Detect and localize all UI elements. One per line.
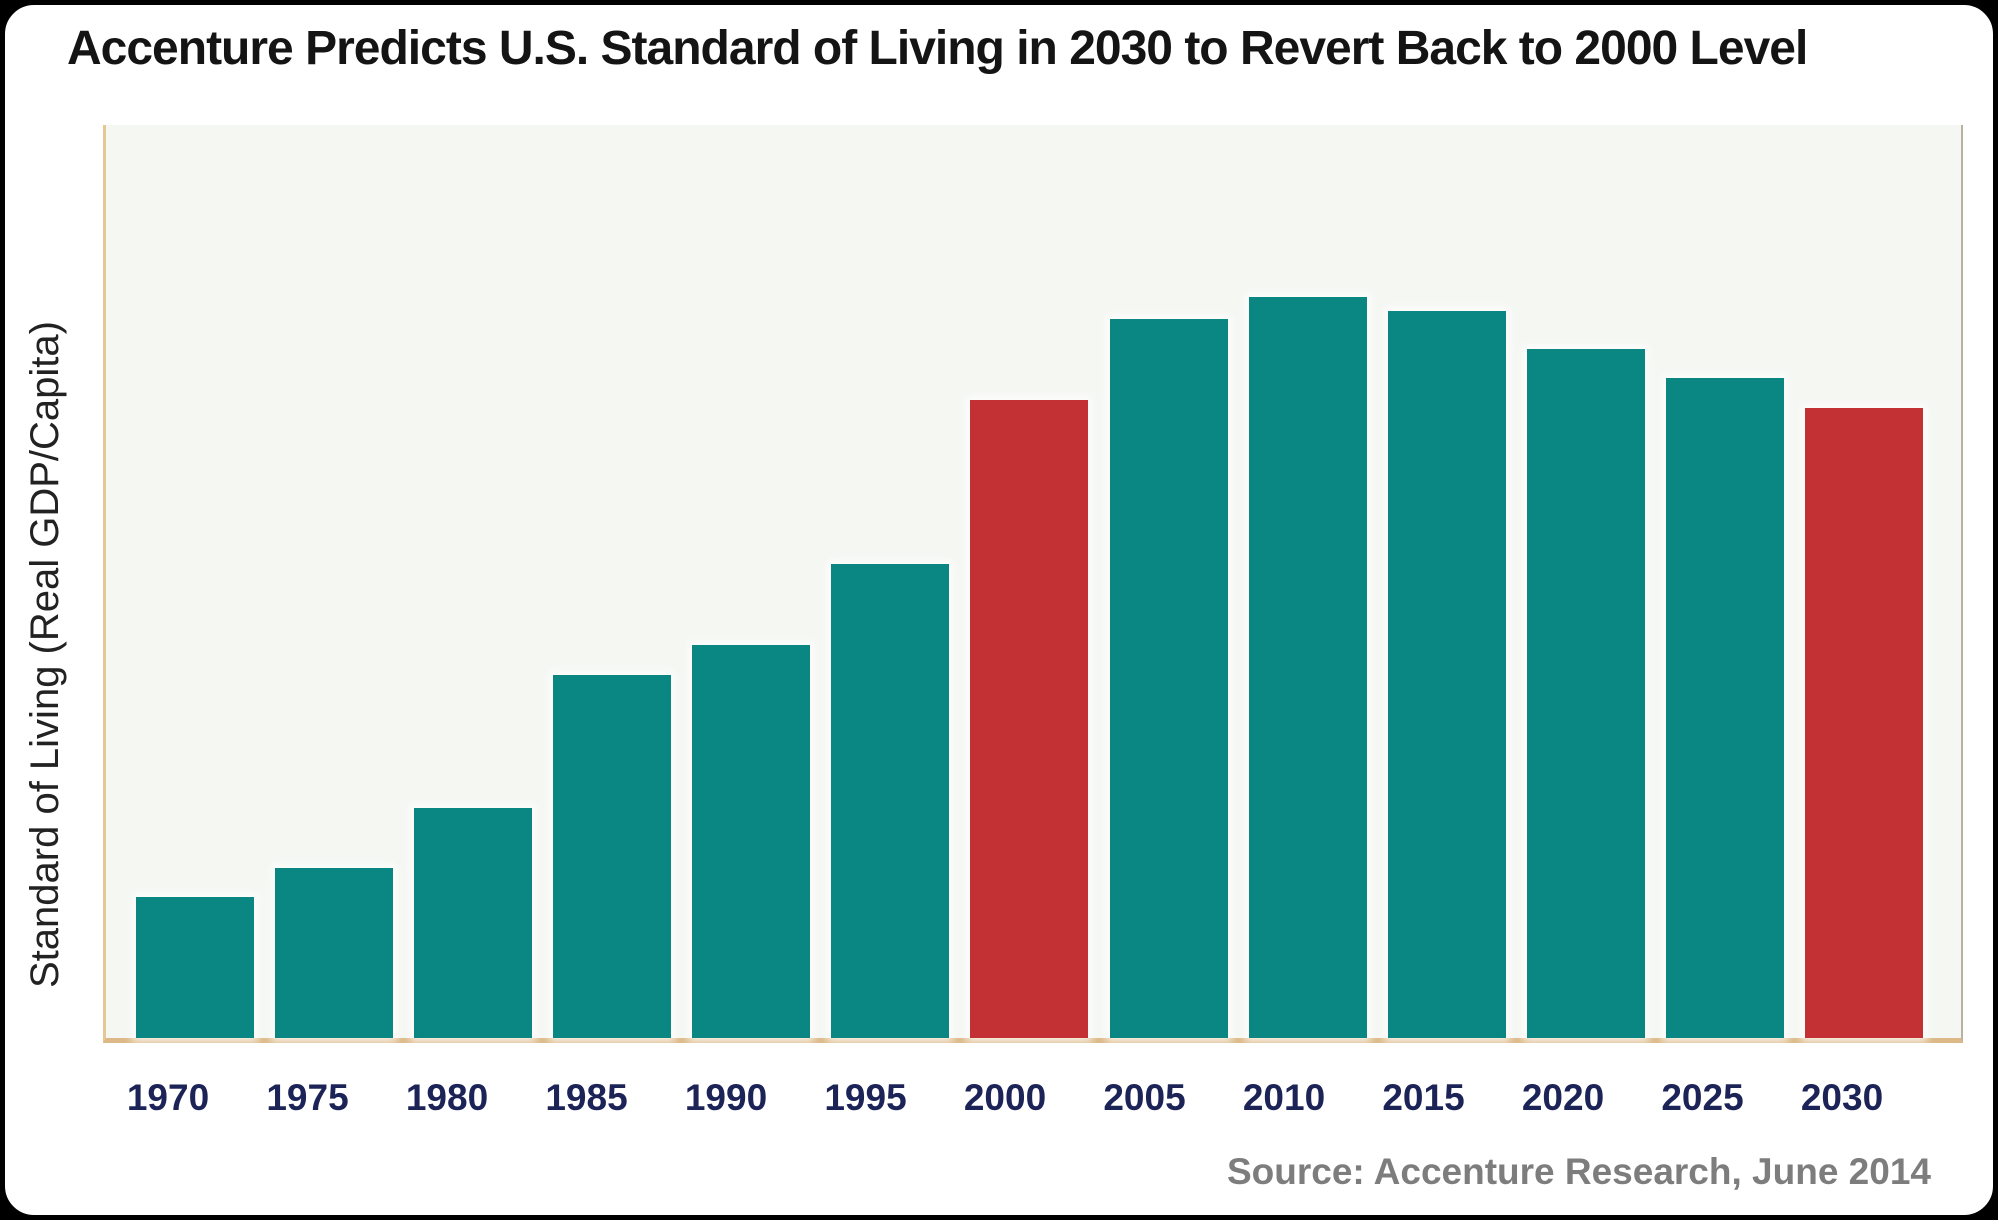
bar-1975 — [275, 867, 394, 1038]
x-axis-labels: 1970 1975 1980 1985 1990 1995 2000 2005 2010 2015… — [79, 1077, 1939, 1119]
y-axis-label-wrap: Standard of Living (Real GDP/Capita) — [15, 125, 75, 1043]
bar-1985 — [553, 674, 672, 1038]
plot-area — [103, 125, 1963, 1043]
x-tick-1995: 1995 — [824, 1077, 907, 1118]
bar-1990 — [692, 645, 811, 1038]
x-tick-2005: 2005 — [1103, 1077, 1186, 1118]
bar-1995 — [831, 563, 950, 1038]
x-tick-1990: 1990 — [684, 1077, 768, 1118]
x-tick-1970: 1970 — [126, 1077, 210, 1118]
bar-1970 — [136, 897, 254, 1038]
bars-container — [106, 125, 1961, 1038]
x-tick-1975: 1975 — [266, 1077, 349, 1118]
x-tick-2030: 2030 — [1800, 1077, 1884, 1118]
x-tick-1985: 1985 — [545, 1077, 628, 1118]
x-tick-2025: 2025 — [1661, 1077, 1744, 1118]
bar-2030 — [1804, 407, 1923, 1038]
y-axis-label: Standard of Living (Real GDP/Capita) — [22, 320, 67, 988]
bar-2015 — [1387, 311, 1506, 1038]
bar-2010 — [1248, 296, 1367, 1038]
bar-2000 — [970, 400, 1089, 1038]
x-tick-2020: 2020 — [1521, 1077, 1605, 1118]
source-note: Source: Accenture Research, June 2014 — [1226, 1151, 1931, 1192]
x-tick-2015: 2015 — [1382, 1077, 1465, 1118]
x-tick-1980: 1980 — [405, 1077, 489, 1118]
bar-2025 — [1665, 378, 1784, 1038]
chart-title: Accenture Predicts U.S. Standard of Livi… — [67, 22, 1808, 75]
x-tick-2010: 2010 — [1242, 1077, 1326, 1118]
bar-2005 — [1109, 318, 1228, 1038]
bar-1980 — [414, 808, 533, 1038]
bar-2020 — [1526, 348, 1645, 1038]
x-tick-2000: 2000 — [963, 1077, 1047, 1118]
